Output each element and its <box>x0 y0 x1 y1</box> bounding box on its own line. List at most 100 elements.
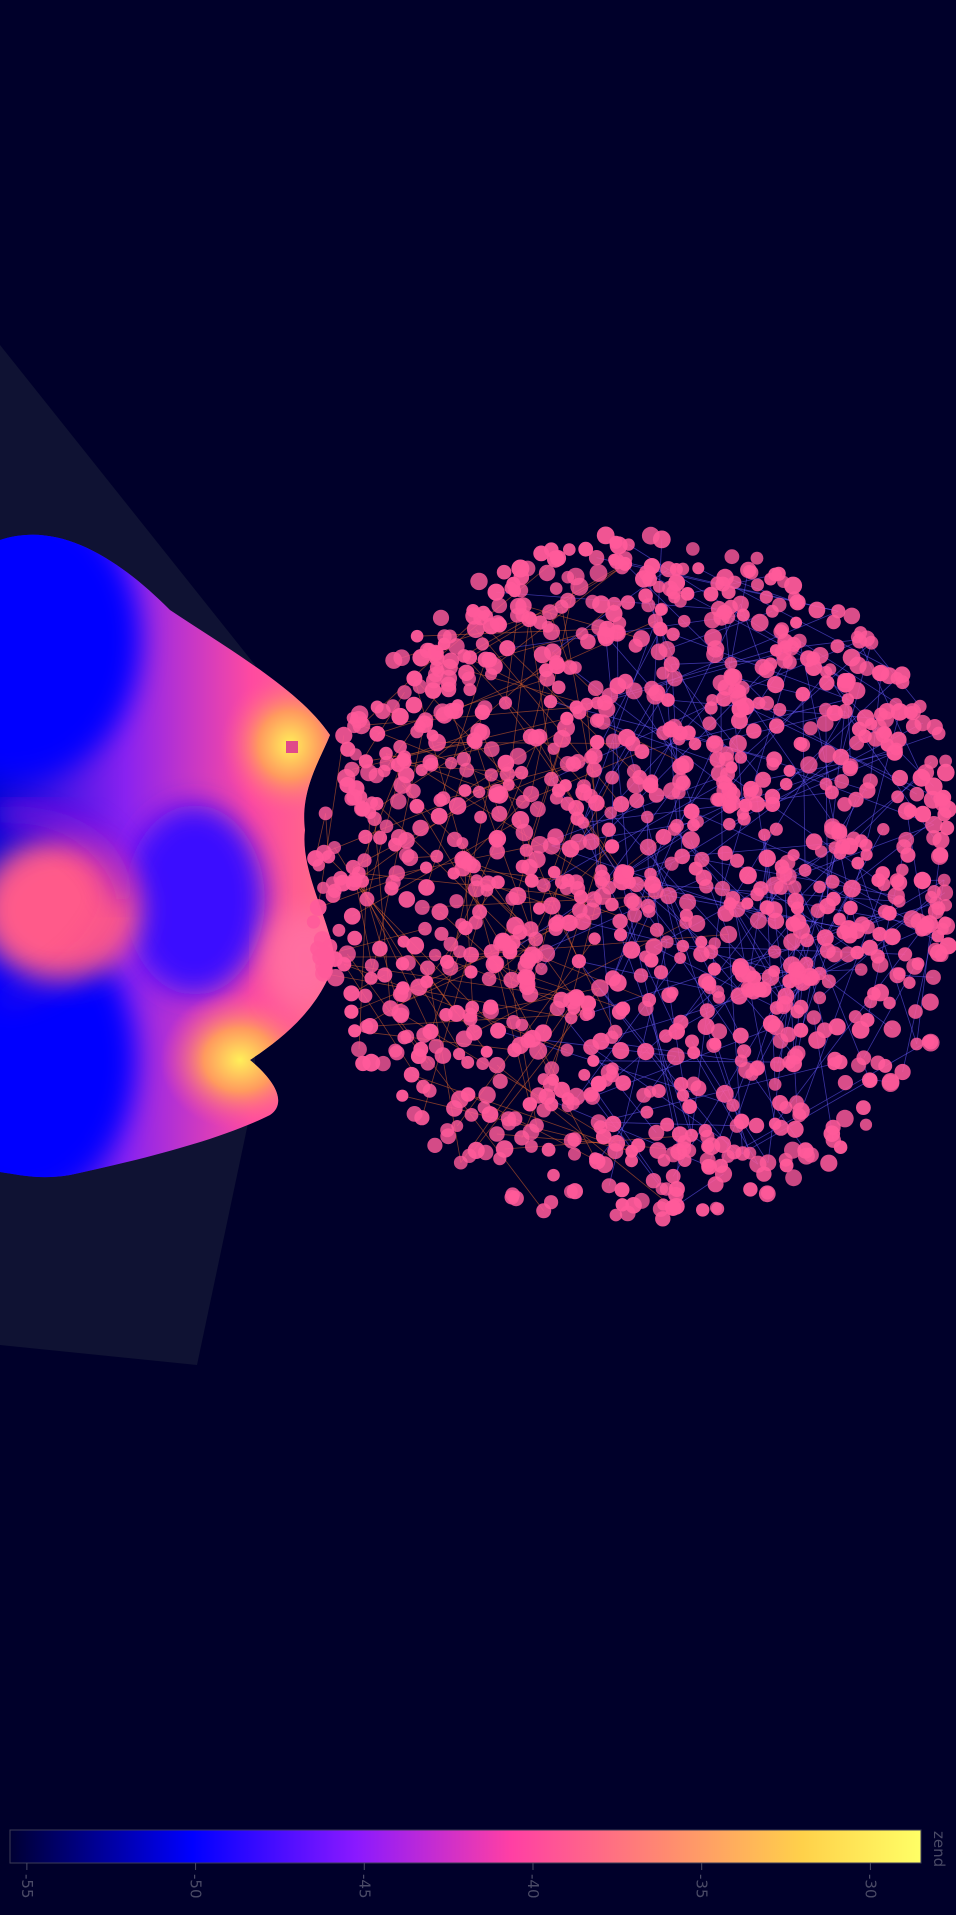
network-node <box>674 595 687 608</box>
network-edge <box>755 791 787 997</box>
network-node <box>600 1064 618 1081</box>
network-node <box>730 853 745 868</box>
network-node <box>813 880 826 894</box>
network-node <box>642 993 657 1007</box>
network-node <box>448 797 467 815</box>
network-node <box>448 638 465 655</box>
network-node <box>481 971 497 987</box>
network-node <box>773 624 788 639</box>
network-node <box>443 936 459 952</box>
colorbar: -55 -50 -45 -40 -35 -30 zend <box>9 1829 948 1899</box>
network-node <box>661 693 675 707</box>
network-node <box>466 620 485 639</box>
network-node <box>503 971 520 989</box>
network-node <box>619 1205 636 1222</box>
network-node <box>706 645 724 664</box>
network-node <box>767 676 785 694</box>
network-node <box>544 643 562 661</box>
network-node <box>348 1024 362 1038</box>
network-edge <box>578 960 718 992</box>
network-node <box>858 630 875 647</box>
network-node <box>502 778 515 791</box>
network-node <box>908 1004 923 1019</box>
network-node <box>549 582 563 595</box>
network-node <box>369 725 386 742</box>
network-node <box>440 669 458 687</box>
network-node <box>743 780 759 797</box>
network-node <box>721 585 736 600</box>
network-node <box>615 1075 632 1091</box>
network-node <box>547 865 561 879</box>
network-node <box>456 752 471 767</box>
network-node <box>889 873 905 888</box>
network-node <box>605 770 619 785</box>
network-node <box>803 721 818 736</box>
colorbar-tick-label: -40 <box>524 1874 542 1899</box>
network-node <box>621 865 635 879</box>
network-node <box>364 958 379 973</box>
network-node <box>491 597 508 614</box>
network-node <box>672 772 690 790</box>
network-node <box>639 838 657 856</box>
network-node <box>622 941 641 959</box>
network-node <box>641 598 656 613</box>
network-node <box>768 1078 782 1091</box>
network-node <box>695 935 708 949</box>
network-node <box>625 1154 638 1168</box>
network-node <box>833 912 846 926</box>
network-node <box>637 1043 655 1061</box>
network-edge <box>323 973 572 1019</box>
network-node <box>432 609 450 627</box>
network-node <box>358 754 373 769</box>
network-edge <box>460 997 577 1163</box>
network-node <box>819 702 833 717</box>
network-node <box>788 591 801 605</box>
network-node <box>567 567 585 586</box>
network-edge <box>468 987 601 1157</box>
network-node <box>731 712 748 730</box>
network-node <box>583 902 601 921</box>
network-node <box>547 1168 560 1182</box>
network-node <box>536 878 551 893</box>
network-edge <box>522 751 643 803</box>
network-node <box>396 752 411 767</box>
network-node <box>626 764 642 779</box>
network-node <box>927 942 944 958</box>
network-node <box>864 995 878 1009</box>
network-node <box>682 1099 697 1114</box>
network-node <box>877 877 891 892</box>
network-node <box>753 881 769 897</box>
network-node <box>417 712 434 728</box>
network-node <box>932 847 949 863</box>
network-node <box>533 902 546 915</box>
network-node <box>779 777 793 791</box>
colorbar-ticks: -55 -50 -45 -40 -35 -30 <box>18 1863 879 1899</box>
network-node <box>412 649 431 667</box>
network-node <box>711 1202 725 1216</box>
network-node <box>538 564 556 582</box>
network-node <box>723 817 736 831</box>
network-node <box>819 675 835 691</box>
network-edge <box>654 695 698 822</box>
network-node <box>512 925 528 940</box>
network-node <box>663 656 680 673</box>
network-node <box>648 787 665 803</box>
network-node <box>658 641 676 658</box>
network-node <box>909 786 925 802</box>
network-nodes <box>306 526 956 1227</box>
network-node <box>578 541 594 557</box>
network-edge <box>354 706 577 727</box>
network-node <box>740 561 757 579</box>
network-node <box>681 725 696 741</box>
network-node <box>480 1045 493 1058</box>
colorbar-tick-label: -30 <box>861 1874 879 1899</box>
network-node <box>431 903 449 921</box>
network-node <box>507 1111 523 1127</box>
network-node <box>568 800 585 816</box>
network-node <box>764 572 777 586</box>
network-node <box>485 657 503 675</box>
network-edge <box>539 774 728 846</box>
network-edge <box>575 846 613 883</box>
network-node <box>794 973 812 991</box>
network-node <box>823 1125 841 1142</box>
